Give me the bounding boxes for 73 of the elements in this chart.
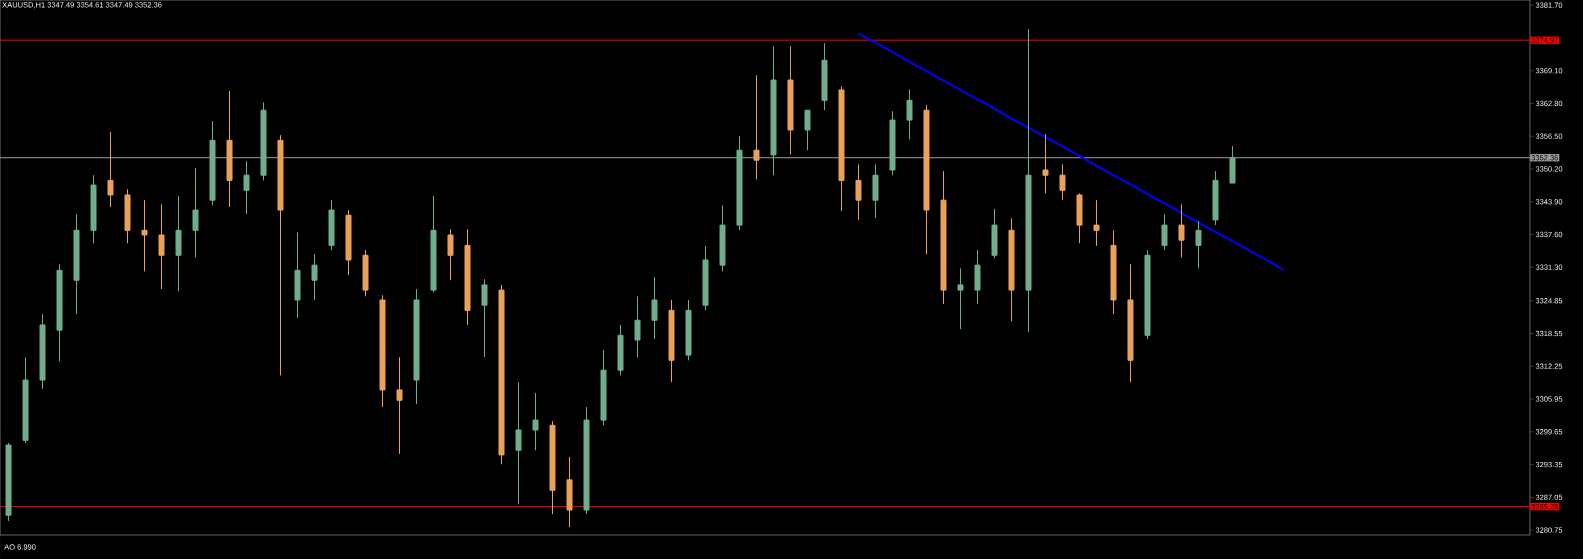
candlestick: [906, 88, 913, 140]
candlestick: [566, 456, 573, 528]
candlestick: [175, 195, 182, 292]
candlestick: [736, 135, 743, 231]
candlestick: [668, 299, 675, 383]
candlestick: [311, 253, 318, 301]
candlestick: [1195, 220, 1202, 269]
candlestick: [362, 249, 369, 297]
candlestick: [617, 324, 624, 376]
candlestick: [107, 131, 114, 208]
candlestick: [838, 85, 845, 212]
candlestick: [583, 406, 590, 515]
candlestick: [90, 174, 97, 244]
candlestick: [702, 245, 709, 311]
candlestick: [532, 392, 539, 451]
candlestick: [651, 276, 658, 340]
candlestick: [430, 195, 437, 293]
candlestick: [447, 228, 454, 281]
candlestick: [872, 163, 879, 219]
candlestick: [464, 228, 471, 326]
candlestick: [481, 278, 488, 358]
candlestick: [974, 249, 981, 305]
candlestick: [753, 74, 760, 180]
candlestick: [1161, 213, 1168, 251]
candlestick: [124, 188, 131, 244]
candlestick: [957, 267, 964, 330]
candlestick: [260, 101, 267, 181]
candlestick: [1212, 170, 1219, 226]
candlestick: [634, 295, 641, 358]
candlestick: [56, 263, 63, 362]
candlestick: [328, 199, 335, 251]
candlestick: [1229, 145, 1236, 184]
candlestick: [855, 163, 862, 221]
candlestick: [396, 356, 403, 455]
candlestick: [600, 349, 607, 426]
candlestick: [821, 42, 828, 111]
candlestick: [1042, 133, 1049, 194]
candlestick: [5, 442, 12, 522]
candlestick: [1110, 229, 1117, 315]
candlestick: [1178, 203, 1185, 258]
candlestick: [498, 284, 505, 465]
candlestick: [294, 231, 301, 319]
candlestick: [1093, 199, 1100, 247]
candlestick: [345, 209, 352, 276]
candlestick: [209, 120, 216, 206]
candlestick: [243, 160, 250, 215]
candlestick: [73, 213, 80, 315]
candlestick: [923, 104, 930, 255]
candlestick: [991, 208, 998, 259]
candlestick: [1025, 28, 1032, 333]
candlestick: [804, 109, 811, 151]
candlestick: [889, 110, 896, 176]
candlestick: [413, 288, 420, 405]
candlestick: [192, 167, 199, 258]
candlestick: [515, 381, 522, 505]
candlestick: [719, 204, 726, 272]
candlestick: [787, 45, 794, 155]
candlestick: [549, 420, 556, 515]
candlestick: [158, 203, 165, 290]
candlestick: [1076, 192, 1083, 244]
candlestick: [141, 199, 148, 272]
candlestick: [770, 45, 777, 176]
candlestick: [39, 313, 46, 390]
candlestick: [940, 170, 947, 305]
candlestick: [379, 294, 386, 408]
candlestick: [1144, 249, 1151, 340]
candlestick: [1008, 217, 1015, 322]
candlestick: [226, 90, 233, 208]
candlestick: [1127, 263, 1134, 383]
candlestick: [685, 299, 692, 361]
candlestick: [22, 356, 29, 444]
candlestick: [1059, 163, 1066, 201]
candlestick: [277, 134, 284, 376]
